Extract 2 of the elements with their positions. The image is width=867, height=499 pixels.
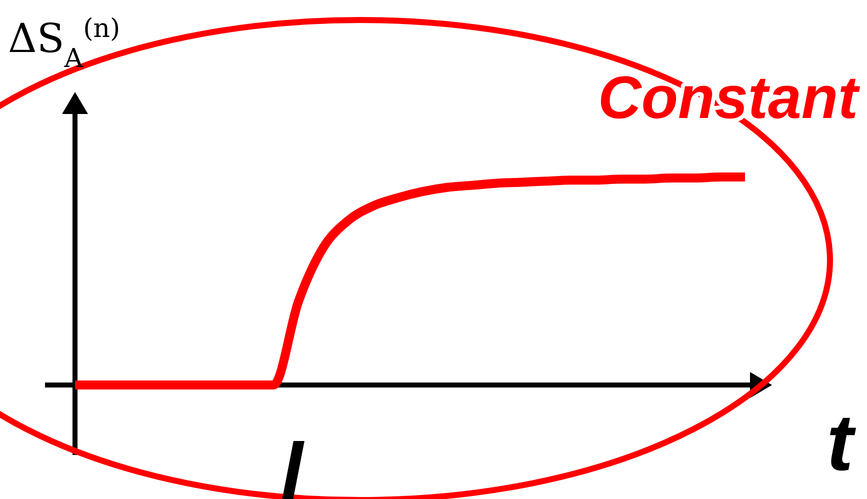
text: l bbox=[280, 427, 305, 499]
x-axis-title: t bbox=[826, 398, 857, 487]
